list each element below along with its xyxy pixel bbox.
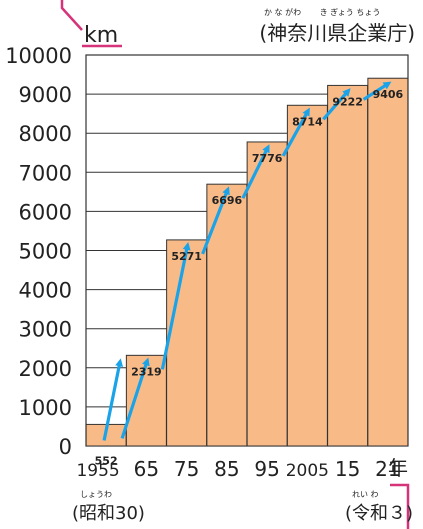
- bars: [85, 77, 409, 447]
- year-suffix: 年: [388, 456, 408, 480]
- era-start-ruby: しょうわ: [80, 490, 112, 499]
- y-tick-label: 4000: [19, 279, 72, 303]
- trend-arrow: [322, 88, 351, 121]
- era-start-label: (昭和30): [72, 503, 145, 524]
- value-labels: 552 2319 5271 6696 7776 8714 9222 9406: [95, 88, 404, 467]
- value-label: 5271: [171, 250, 202, 263]
- y-tick-label: 6000: [19, 200, 72, 224]
- trend-arrow: [160, 241, 191, 370]
- y-tick-label: 2000: [19, 357, 72, 381]
- value-label: 7776: [252, 152, 283, 165]
- bar: [367, 77, 409, 447]
- x-tick-label: 75: [174, 457, 199, 481]
- unit-corner-line: [60, 0, 83, 31]
- x-tick-label: 2005: [286, 461, 329, 481]
- x-axis: 1955 65 75 85 95 2005 15 21: [76, 457, 400, 481]
- bar: [327, 84, 369, 447]
- y-axis: 0 1000 2000 3000 4000 5000 6000 7000 8000 9000 100…: [5, 44, 72, 459]
- trend-arrow: [201, 186, 230, 255]
- x-tick-label: 65: [134, 457, 159, 481]
- y-tick-label: 1000: [19, 396, 72, 420]
- x-tick-label: 85: [214, 457, 239, 481]
- value-label: 6696: [212, 194, 243, 207]
- bar: [166, 239, 208, 447]
- era-end-label: (令和３): [345, 503, 413, 524]
- era-end-ruby: れい わ: [352, 490, 379, 499]
- x-tick-label: 95: [254, 457, 279, 481]
- value-label: 9222: [332, 95, 363, 108]
- unit-label: km: [84, 23, 118, 48]
- value-label: 8714: [292, 115, 323, 128]
- trend-arrow: [120, 357, 150, 439]
- source-label: (神奈川県企業庁): [259, 21, 415, 45]
- y-tick-label: 5000: [19, 240, 72, 264]
- x-tick-label: 21: [375, 457, 400, 481]
- trend-arrow: [362, 81, 392, 101]
- bar: [246, 141, 288, 447]
- year-corner-line: [390, 483, 410, 529]
- bar: [286, 104, 328, 447]
- trend-arrows: [102, 81, 392, 441]
- value-label: 2319: [131, 365, 162, 378]
- y-tick-label: 9000: [19, 83, 72, 107]
- source-ruby: か な がわ き ぎょう ちょう: [264, 7, 380, 17]
- trend-arrow: [241, 144, 270, 199]
- y-tick-label: 10000: [5, 44, 72, 68]
- y-tick-label: 0: [59, 435, 72, 459]
- x-tick-label: 1955: [76, 461, 119, 481]
- trend-arrow: [281, 107, 310, 157]
- y-tick-label: 8000: [19, 122, 72, 146]
- y-tick-label: 3000: [19, 318, 72, 342]
- y-tick-label: 7000: [19, 161, 72, 185]
- x-tick-label: 15: [335, 457, 360, 481]
- value-label: 552: [95, 454, 118, 467]
- value-label: 9406: [373, 88, 404, 101]
- trend-arrow: [102, 358, 124, 441]
